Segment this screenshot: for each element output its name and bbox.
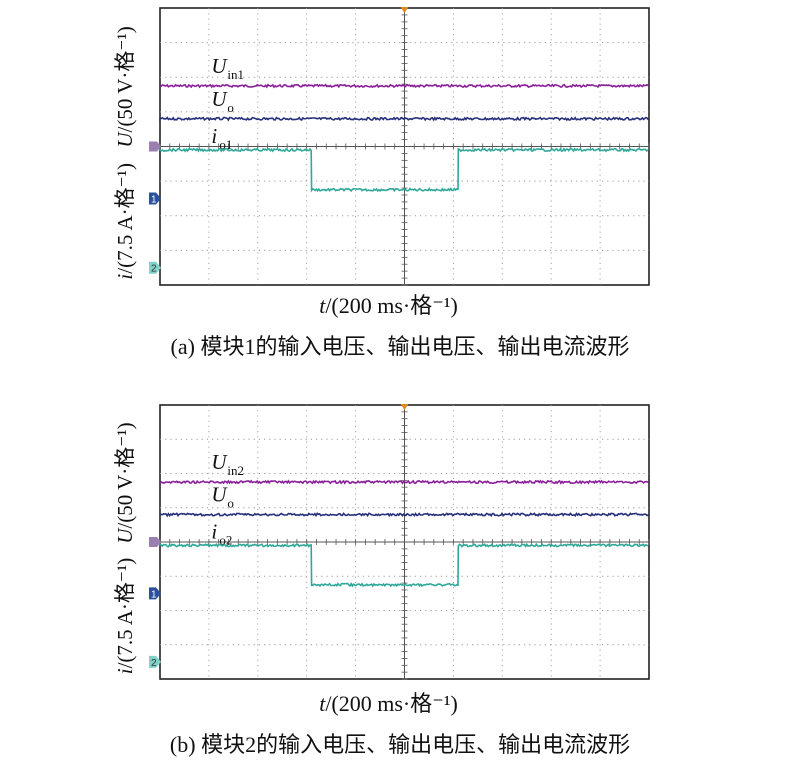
- trigger-marker-icon: [400, 7, 409, 13]
- series-label-io2: i: [211, 519, 217, 543]
- series-label-Uo: U: [211, 87, 228, 111]
- channel-marker-icon: [149, 587, 161, 600]
- channel-marker-icon: [149, 192, 161, 205]
- channel-marker-icon: [149, 655, 161, 668]
- channel-marker-voltage-icon: [149, 537, 161, 547]
- series-label-Uo: U: [211, 483, 228, 507]
- series-label-sub-Uo: o: [227, 100, 234, 115]
- channel-marker-label: 1: [151, 589, 157, 600]
- series-label-Uin2: U: [211, 450, 228, 474]
- figure-caption: (a) 模块1的输入电压、输出电压、输出电流波形: [171, 334, 630, 359]
- y-axis-label-current: i/(7.5 A·格⁻¹): [113, 558, 137, 675]
- y-axis-label-current: i/(7.5 A·格⁻¹): [113, 163, 137, 280]
- channel-marker-label: 2: [151, 658, 157, 669]
- series-label-sub-io1: o1: [219, 137, 232, 152]
- series-label-sub-io2: o2: [219, 532, 232, 547]
- trace-Uin1: [159, 83, 649, 89]
- channel-marker-voltage-icon: [149, 141, 161, 152]
- trace-io2: [159, 542, 649, 588]
- trace-Uo: [159, 511, 649, 518]
- series-label-io1: i: [211, 124, 217, 148]
- y-axis-label-voltage: U/(50 V·格⁻¹): [113, 26, 137, 147]
- x-axis-label: t/(200 ms·格⁻¹): [319, 691, 458, 716]
- trace-Uo: [159, 116, 650, 122]
- series-label-sub-Uin2: in2: [227, 463, 244, 478]
- series-label-sub-Uo: o: [227, 496, 234, 511]
- figure-caption: (b) 模块2的输入电压、输出电压、输出电流波形: [170, 732, 630, 757]
- channel-marker-label: 1: [151, 194, 157, 205]
- channel-marker-icon: [149, 261, 161, 274]
- series-label-sub-Uin1: in1: [227, 67, 244, 82]
- x-axis-label: t/(200 ms·格⁻¹): [319, 293, 458, 318]
- series-label-Uin1: U: [211, 54, 228, 78]
- channel-marker-label: 2: [151, 264, 157, 275]
- y-axis-label-voltage: U/(50 V·格⁻¹): [113, 422, 137, 543]
- trigger-marker-icon: [400, 404, 409, 410]
- trace-io1: [159, 147, 649, 193]
- trace-Uin2: [159, 479, 649, 485]
